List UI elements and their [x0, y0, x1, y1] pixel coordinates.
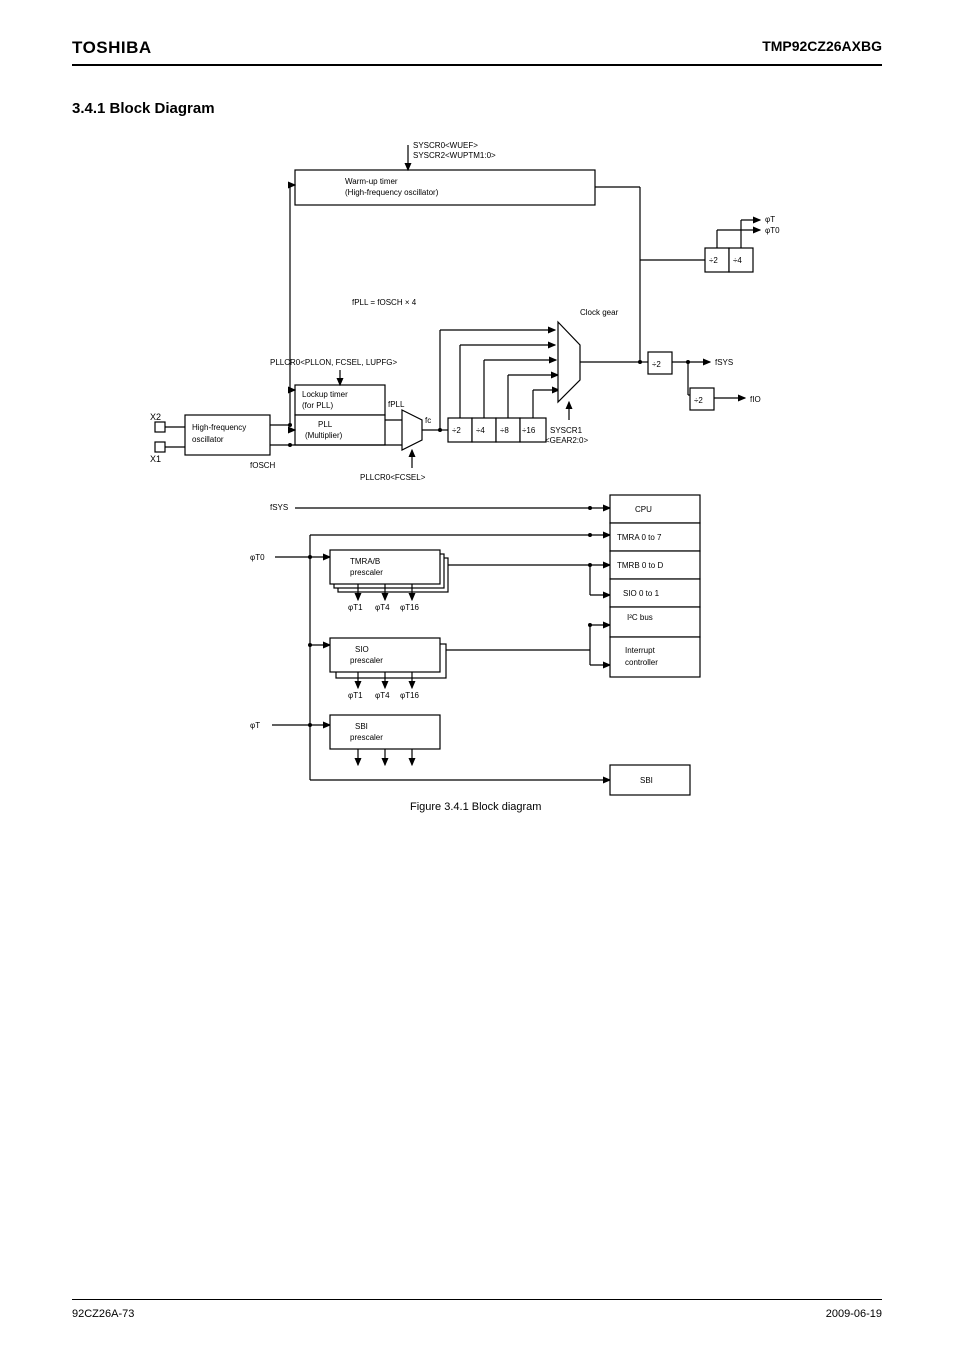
part-number: TMP92CZ26AXBG [762, 38, 882, 54]
svg-text:fPLL: fPLL [388, 400, 405, 409]
header-rule [72, 64, 882, 66]
svg-text:φT: φT [250, 721, 260, 730]
svg-text:PLLCR0<FCSEL>: PLLCR0<FCSEL> [360, 473, 426, 482]
svg-text:TMRA 0 to 7: TMRA 0 to 7 [617, 533, 662, 542]
svg-text:φT16: φT16 [400, 691, 420, 700]
block-diagram: X2 X1 High-frequency oscillator fOSCH Wa… [150, 130, 850, 810]
svg-text:φT: φT [765, 215, 775, 224]
svg-text:TMRA/B: TMRA/B [350, 557, 380, 566]
svg-text:PLL: PLL [318, 420, 333, 429]
svg-text:SYSCR0<WUEF>: SYSCR0<WUEF> [413, 141, 478, 150]
svg-text:fc: fc [425, 416, 431, 425]
svg-text:fIO: fIO [750, 395, 761, 404]
svg-text:prescaler: prescaler [350, 733, 383, 742]
svg-text:Interrupt: Interrupt [625, 646, 656, 655]
svg-text:Lockup timer: Lockup timer [302, 390, 348, 399]
svg-text:SIO 0 to 1: SIO 0 to 1 [623, 589, 660, 598]
svg-text:Figure 3.4.1 Block diagram: Figure 3.4.1 Block diagram [410, 801, 541, 813]
svg-text:SBI: SBI [640, 776, 653, 785]
svg-text:fSYS: fSYS [270, 503, 288, 512]
svg-text:φT16: φT16 [400, 603, 420, 612]
svg-text:÷4: ÷4 [733, 256, 742, 265]
svg-text:SIO: SIO [355, 645, 369, 654]
footer-rule [72, 1299, 882, 1300]
svg-text:SYSCR2<WUPTM1:0>: SYSCR2<WUPTM1:0> [413, 151, 496, 160]
svg-text:φT1: φT1 [348, 603, 363, 612]
svg-text:φT4: φT4 [375, 691, 390, 700]
svg-text:X2: X2 [150, 412, 161, 422]
svg-text:CPU: CPU [635, 505, 652, 514]
svg-text:φT1: φT1 [348, 691, 363, 700]
svg-text:<GEAR2:0>: <GEAR2:0> [545, 436, 588, 445]
svg-text:φT0: φT0 [765, 226, 780, 235]
svg-text:fPLL = fOSCH × 4: fPLL = fOSCH × 4 [352, 298, 417, 307]
svg-text:oscillator: oscillator [192, 435, 224, 444]
svg-text:PLLCR0<PLLON, FCSEL, LUPFG>: PLLCR0<PLLON, FCSEL, LUPFG> [270, 358, 397, 367]
svg-text:φT4: φT4 [375, 603, 390, 612]
svg-text:φT0: φT0 [250, 553, 265, 562]
svg-text:Warm-up timer: Warm-up timer [345, 177, 398, 186]
section-title: 3.4.1 Block Diagram [72, 100, 215, 117]
svg-text:÷2: ÷2 [652, 360, 661, 369]
svg-text:controller: controller [625, 658, 658, 667]
svg-text:prescaler: prescaler [350, 656, 383, 665]
footer-page: 92CZ26A-73 [72, 1308, 134, 1320]
svg-text:SBI: SBI [355, 722, 368, 731]
svg-text:(Multiplier): (Multiplier) [305, 431, 343, 440]
svg-text:I²C bus: I²C bus [627, 613, 653, 622]
footer-date: 2009-06-19 [826, 1308, 882, 1320]
svg-text:(High-frequency oscillator): (High-frequency oscillator) [345, 188, 439, 197]
svg-text:÷16: ÷16 [522, 426, 536, 435]
svg-text:fSYS: fSYS [715, 358, 733, 367]
svg-text:(for PLL): (for PLL) [302, 401, 333, 410]
svg-text:High-frequency: High-frequency [192, 423, 246, 432]
svg-text:÷2: ÷2 [452, 426, 461, 435]
svg-text:fOSCH: fOSCH [250, 461, 276, 470]
brand-logo: TOSHIBA [72, 38, 882, 58]
svg-text:TMRB 0 to D: TMRB 0 to D [617, 561, 663, 570]
svg-text:SYSCR1: SYSCR1 [550, 426, 583, 435]
svg-text:÷2: ÷2 [709, 256, 718, 265]
svg-text:÷8: ÷8 [500, 426, 509, 435]
svg-text:prescaler: prescaler [350, 568, 383, 577]
svg-text:X1: X1 [150, 454, 161, 464]
svg-text:÷2: ÷2 [694, 396, 703, 405]
svg-text:÷4: ÷4 [476, 426, 485, 435]
svg-text:Clock gear: Clock gear [580, 308, 619, 317]
